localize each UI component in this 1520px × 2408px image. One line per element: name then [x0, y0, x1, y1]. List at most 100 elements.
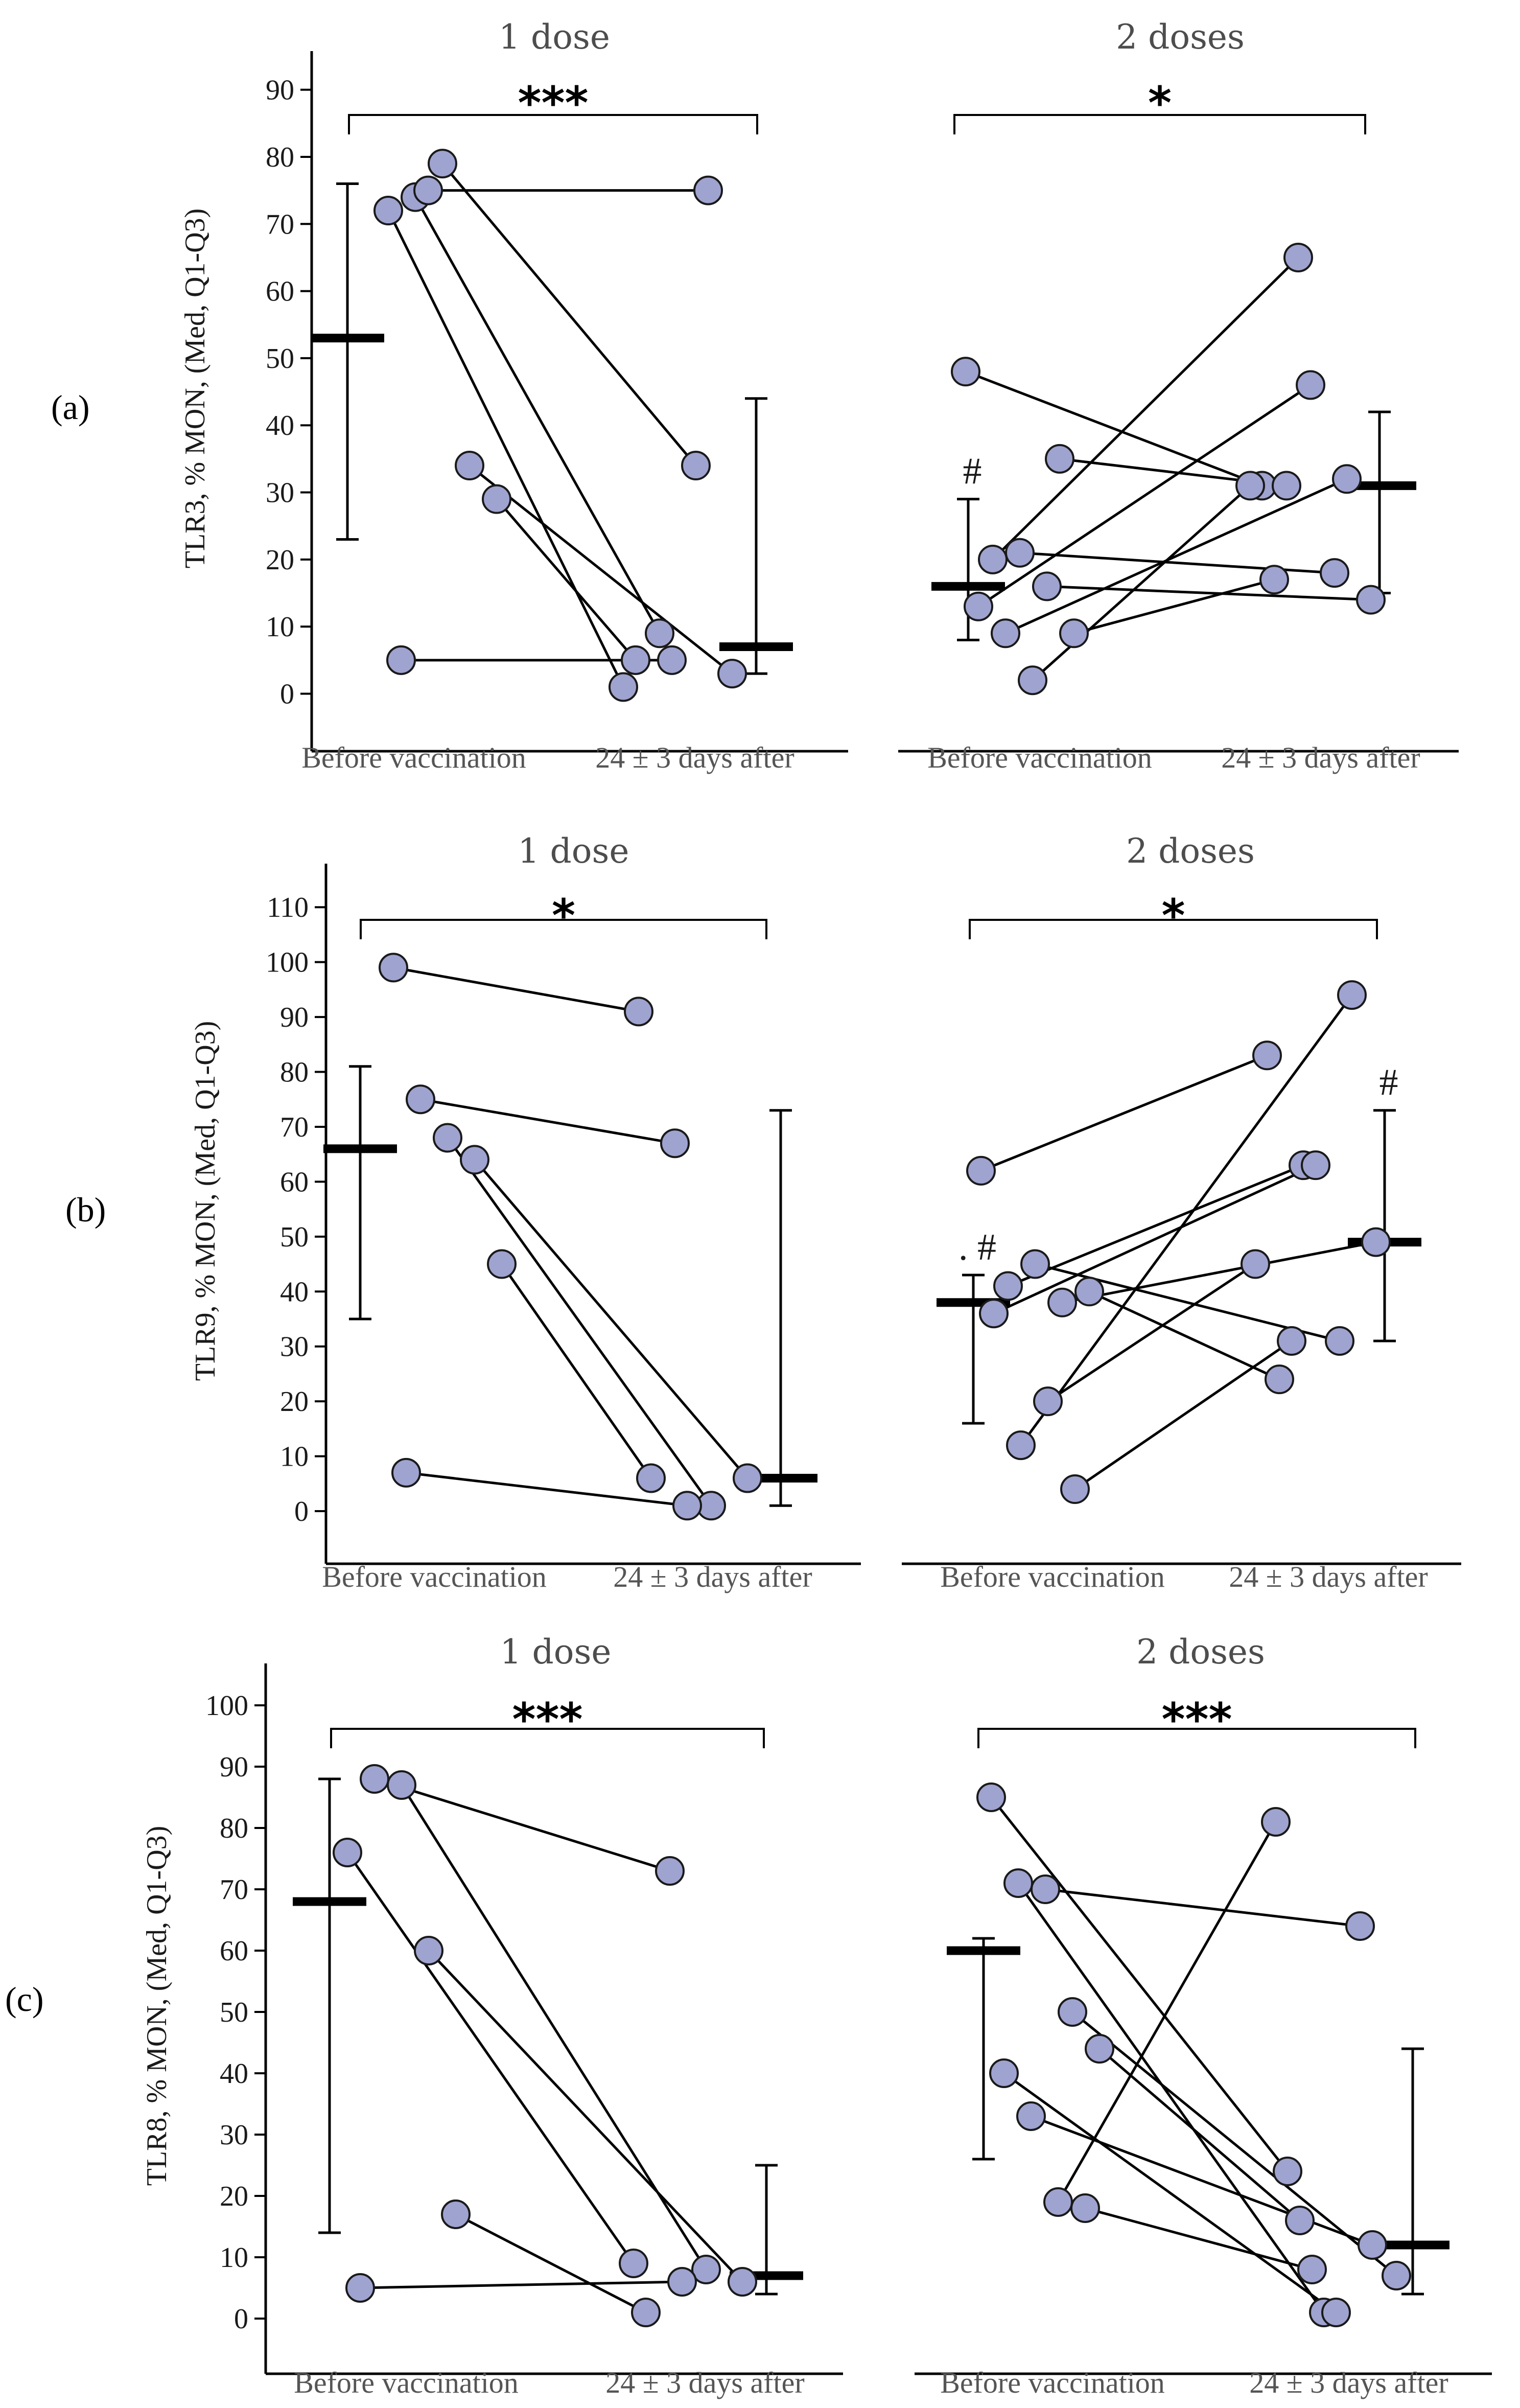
- after-point: [1332, 464, 1362, 494]
- before-point: [387, 1770, 416, 1800]
- pair-line: [1019, 994, 1353, 1446]
- pair-line: [496, 498, 637, 661]
- after-point: [1241, 1249, 1270, 1279]
- y-tick-label: 90: [220, 1751, 248, 1783]
- before-point: [1003, 1868, 1033, 1898]
- x-category-label: Before vaccination: [294, 2366, 519, 2399]
- pair-line: [1098, 2048, 1301, 2221]
- after-point: [1252, 1040, 1282, 1071]
- pair-line: [414, 196, 661, 634]
- before-point: [1032, 571, 1062, 601]
- before-point: [976, 1782, 1006, 1812]
- before-point: [428, 149, 457, 179]
- x-category-label: 24 ± 3 days after: [1249, 2366, 1448, 2399]
- chart-panel-6: 2 doses *** Before vaccination 24 ± 3 days …: [915, 1632, 1492, 2399]
- pair-line: [1031, 2115, 1373, 2247]
- before-point: [979, 1299, 1009, 1329]
- significance-bracket: [330, 1728, 765, 1748]
- y-axis-label: TLR9, % MON, (Med, Q1-Q3): [190, 1021, 221, 1381]
- pair-line: [1004, 477, 1348, 635]
- after-point: [645, 618, 674, 649]
- before-point: [487, 1249, 517, 1279]
- after-point: [660, 1128, 690, 1159]
- y-tick-label: 40: [220, 2058, 248, 2090]
- before-point: [460, 1145, 489, 1175]
- significance-label: ***: [512, 1693, 582, 1746]
- y-tick-label: 0: [294, 1496, 309, 1527]
- before-point: [966, 1155, 996, 1186]
- before-point: [482, 484, 511, 514]
- panel-title: 1 dose: [499, 17, 610, 57]
- after-point: [667, 2267, 697, 2297]
- significance-label: *: [552, 889, 575, 942]
- before-point: [455, 451, 484, 481]
- before-point: [991, 618, 1020, 649]
- significance-bracket: [360, 919, 767, 939]
- pair-line: [1047, 1263, 1256, 1403]
- before-point: [391, 1457, 421, 1488]
- pair-line: [446, 1137, 713, 1507]
- after-point: [636, 1463, 666, 1493]
- y-tick-label: 80: [266, 142, 294, 173]
- pair-line: [441, 163, 697, 467]
- significance-bracket: [953, 114, 1366, 134]
- significance-bracket: [977, 1728, 1416, 1748]
- after-point: [717, 659, 747, 689]
- x-category-label: Before vaccination: [927, 741, 1152, 774]
- before-point: [989, 2058, 1019, 2088]
- before-point: [379, 953, 408, 983]
- x-category-label: Before vaccination: [301, 741, 526, 774]
- after-point: [1325, 1326, 1354, 1356]
- after-point: [1320, 558, 1349, 588]
- pair-line: [1045, 1888, 1361, 1928]
- significance-mark: #: [963, 451, 982, 493]
- y-tick-label: 80: [220, 1813, 248, 1844]
- after-point: [733, 1463, 762, 1493]
- pair-line: [990, 1796, 1289, 2172]
- panel-title: 2 doses: [1126, 831, 1255, 871]
- pair-line: [992, 257, 1299, 561]
- x-category-label: 24 ± 3 days after: [595, 741, 794, 774]
- before-point: [1043, 2187, 1073, 2217]
- chart-panel-5: 1 dose *** 0 10 20 30 40 50 60 70 80 90 100 TLR8, % M…: [5, 1632, 843, 2399]
- after-point: [1296, 370, 1325, 400]
- y-tick-label: 10: [280, 1441, 309, 1473]
- after-point: [609, 672, 638, 702]
- before-point: [1059, 618, 1089, 649]
- pair-line: [1017, 1882, 1325, 2313]
- before-point: [345, 2273, 375, 2303]
- pair-line: [1074, 1339, 1293, 1491]
- before-point: [951, 357, 980, 387]
- pair-line: [474, 1159, 749, 1479]
- before-point: [1047, 1287, 1077, 1317]
- before-point: [1060, 1474, 1090, 1504]
- y-tick-label: 60: [280, 1166, 309, 1198]
- x-category-label: 24 ± 3 days after: [1221, 741, 1420, 774]
- x-category-label: 24 ± 3 days after: [613, 1560, 812, 1593]
- before-point: [964, 591, 993, 621]
- y-tick-label: 20: [220, 2181, 248, 2212]
- y-tick-label: 30: [266, 477, 294, 509]
- pair-line: [1046, 585, 1371, 601]
- pair-line: [1062, 1241, 1376, 1304]
- before-point: [373, 196, 403, 226]
- x-category-label: Before vaccination: [940, 1560, 1165, 1593]
- y-tick-label: 70: [266, 209, 294, 240]
- panel-label: (b): [65, 1190, 106, 1229]
- after-point: [681, 451, 711, 481]
- pair-line: [374, 1777, 670, 1872]
- before-point: [413, 175, 443, 205]
- before-point: [993, 1271, 1023, 1301]
- before-point: [414, 1936, 443, 1965]
- y-tick-label: 30: [220, 2119, 248, 2151]
- pair-line: [993, 1164, 1317, 1315]
- pair-line: [1057, 1821, 1277, 2203]
- y-tick-label: 100: [266, 947, 309, 979]
- y-tick-label: 40: [266, 410, 294, 442]
- y-tick-label: 20: [280, 1386, 309, 1418]
- pair-line: [977, 384, 1312, 608]
- before-point: [1020, 1249, 1050, 1279]
- after-point: [1337, 980, 1367, 1010]
- pair-line: [1085, 2207, 1313, 2271]
